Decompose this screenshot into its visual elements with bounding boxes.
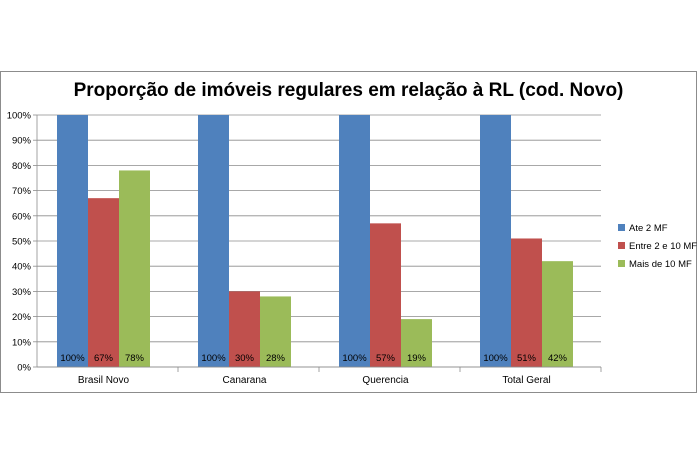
bar <box>57 115 88 367</box>
bar <box>88 198 119 367</box>
legend-label: Mais de 10 MF <box>629 259 692 270</box>
y-tick-label: 0% <box>17 363 31 374</box>
data-label: 57% <box>376 353 396 364</box>
y-tick-label: 60% <box>12 211 32 222</box>
y-tick-label: 10% <box>12 337 32 348</box>
data-label: 100% <box>60 353 85 364</box>
data-label: 28% <box>266 353 286 364</box>
legend: Ate 2 MF Entre 2 e 10 MF Mais de 10 MF <box>618 223 697 270</box>
data-label: 100% <box>342 353 367 364</box>
data-label: 19% <box>407 353 427 364</box>
bar <box>511 238 542 367</box>
x-tick-label: Brasil Novo <box>78 375 130 386</box>
x-axis: Brasil Novo Canarana Querencia Total Geral <box>37 366 602 386</box>
data-label: 30% <box>235 353 255 364</box>
x-tick-label: Canarana <box>223 375 267 386</box>
y-tick-label: 100% <box>7 111 32 122</box>
bar <box>229 291 260 367</box>
bar <box>401 319 432 367</box>
y-tick-label: 70% <box>12 186 32 197</box>
bar <box>339 115 370 367</box>
data-label: 42% <box>548 353 568 364</box>
y-tick-label: 40% <box>12 262 32 273</box>
legend-swatch <box>618 224 625 231</box>
y-tick-label: 30% <box>12 287 32 298</box>
data-label: 78% <box>125 353 145 364</box>
y-axis: 0% 10% 20% 30% 40% 50% 60% 70% 80% 90% 100% <box>7 111 38 374</box>
data-label: 100% <box>483 353 508 364</box>
x-tick-label: Total Geral <box>502 375 550 386</box>
y-tick-label: 50% <box>12 237 32 248</box>
bar <box>542 261 573 367</box>
y-tick-label: 80% <box>12 161 32 172</box>
x-tick-label: Querencia <box>362 375 409 386</box>
legend-label: Entre 2 e 10 MF <box>629 241 697 252</box>
bars: 100% 67% 78% 100% 30% 28% 100% 57% 19% 100% 51% 42% <box>57 115 573 367</box>
legend-label: Ate 2 MF <box>629 223 668 234</box>
data-label: 67% <box>94 353 114 364</box>
bar <box>260 296 291 367</box>
bar <box>119 170 150 367</box>
data-label: 51% <box>517 353 537 364</box>
legend-swatch <box>618 260 625 267</box>
y-tick-label: 20% <box>12 312 32 323</box>
chart-title: Proporção de imóveis regulares em relaçã… <box>73 80 624 101</box>
bar <box>198 115 229 367</box>
y-tick-label: 90% <box>12 136 32 147</box>
bar <box>480 115 511 367</box>
bar <box>370 223 401 367</box>
legend-swatch <box>618 242 625 249</box>
data-label: 100% <box>201 353 226 364</box>
